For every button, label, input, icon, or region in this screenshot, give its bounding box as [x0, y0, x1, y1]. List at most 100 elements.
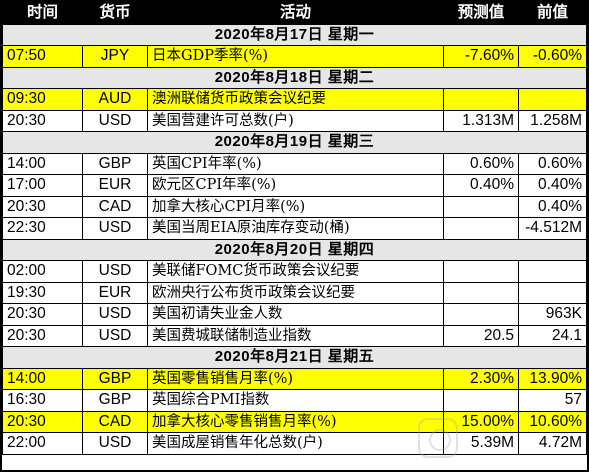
event-previous: -4.512M: [518, 217, 587, 240]
date-row: 2020年8月18日 星期二: [2, 66, 587, 89]
event-forecast: 2.30%: [443, 367, 519, 390]
event-previous: -0.60%: [518, 45, 587, 68]
event-currency: AUD: [82, 88, 148, 111]
event-forecast: [443, 260, 519, 283]
event-name: 美国营建许可总数(户): [147, 109, 444, 132]
event-previous: 963K: [518, 303, 587, 326]
event-currency: USD: [82, 109, 148, 132]
event-name: 英国综合PMI指数: [147, 389, 444, 412]
event-currency: USD: [82, 260, 148, 283]
event-time: 14:00: [2, 152, 83, 175]
date-row: 2020年8月20日 星期四: [2, 238, 587, 261]
event-time: 07:50: [2, 45, 83, 68]
event-forecast: [443, 281, 519, 304]
event-name: 美国成屋销售年化总数(户): [147, 432, 444, 455]
event-currency: GBP: [82, 152, 148, 175]
date-label: 2020年8月21日 星期五: [2, 346, 587, 369]
table-row: 22:00 USD 美国成屋销售年化总数(户) 5.39M 4.72M: [2, 432, 587, 455]
event-previous: [518, 260, 587, 283]
date-label: 2020年8月20日 星期四: [2, 238, 587, 261]
event-forecast: [443, 217, 519, 240]
event-currency: USD: [82, 217, 148, 240]
event-previous: 10.60%: [518, 410, 587, 433]
event-forecast: 1.313M: [443, 109, 519, 132]
event-currency: EUR: [82, 281, 148, 304]
date-label: 2020年8月17日 星期一: [2, 23, 587, 46]
event-name: 日本GDP季率(%): [147, 45, 444, 68]
event-time: 20:30: [2, 410, 83, 433]
event-time: 17:00: [2, 174, 83, 197]
table-row: 07:50 JPY 日本GDP季率(%) -7.60% -0.60%: [2, 45, 587, 68]
event-previous: 1.258M: [518, 109, 587, 132]
event-name: 美国初请失业金人数: [147, 303, 444, 326]
header-currency: 货币: [82, 2, 148, 25]
event-time: 16:30: [2, 389, 83, 412]
table-row: 16:30 GBP 英国综合PMI指数 57: [2, 389, 587, 412]
header-forecast: 预测值: [443, 2, 519, 25]
event-forecast: [443, 195, 519, 218]
event-name: 英国零售销售月率(%): [147, 367, 444, 390]
event-time: 19:30: [2, 281, 83, 304]
event-previous: 57: [518, 389, 587, 412]
event-forecast: 20.5: [443, 324, 519, 347]
table-row: 20:30 USD 美国营建许可总数(户) 1.313M 1.258M: [2, 109, 587, 132]
header-event: 活动: [147, 2, 444, 25]
table-row: 17:00 EUR 欧元区CPI年率(%) 0.40% 0.40%: [2, 174, 587, 197]
event-currency: CAD: [82, 410, 148, 433]
event-time: 02:00: [2, 260, 83, 283]
event-currency: JPY: [82, 45, 148, 68]
event-currency: USD: [82, 324, 148, 347]
event-name: 英国CPI年率(%): [147, 152, 444, 175]
date-row: 2020年8月19日 星期三: [2, 131, 587, 154]
table-row: 22:30 USD 美国当周EIA原油库存变动(桶) -4.512M: [2, 217, 587, 240]
event-forecast: 15.00%: [443, 410, 519, 433]
event-previous: 0.40%: [518, 174, 587, 197]
header-time: 时间: [2, 2, 83, 25]
header-previous: 前值: [518, 2, 587, 25]
event-previous: 0.40%: [518, 195, 587, 218]
date-row: 2020年8月17日 星期一: [2, 23, 587, 46]
event-previous: [518, 88, 587, 111]
event-time: 20:30: [2, 303, 83, 326]
table-row: 02:00 USD 美联储FOMC货币政策会议纪要: [2, 260, 587, 283]
table-row: 20:30 CAD 加拿大核心CPI月率(%) 0.40%: [2, 195, 587, 218]
table-row: 20:30 USD 美国初请失业金人数 963K: [2, 303, 587, 326]
event-name: 加拿大核心CPI月率(%): [147, 195, 444, 218]
header-row: 时间 货币 活动 预测值 前值: [2, 2, 587, 25]
event-forecast: 0.60%: [443, 152, 519, 175]
date-label: 2020年8月19日 星期三: [2, 131, 587, 154]
event-name: 欧元区CPI年率(%): [147, 174, 444, 197]
event-currency: USD: [82, 432, 148, 455]
economic-calendar-table: 时间 货币 活动 预测值 前值 2020年8月17日 星期一 07:50 JPY…: [2, 2, 587, 455]
table-row: 20:30 USD 美国费城联储制造业指数 20.5 24.1: [2, 324, 587, 347]
event-time: 20:30: [2, 195, 83, 218]
event-previous: [518, 281, 587, 304]
table-row: 14:00 GBP 英国零售销售月率(%) 2.30% 13.90%: [2, 367, 587, 390]
event-name: 澳洲联储货币政策会议纪要: [147, 88, 444, 111]
table-row: 20:30 CAD 加拿大核心零售销售月率(%) 15.00% 10.60%: [2, 410, 587, 433]
event-time: 22:30: [2, 217, 83, 240]
event-time: 20:30: [2, 324, 83, 347]
event-name: 美国费城联储制造业指数: [147, 324, 444, 347]
event-currency: CAD: [82, 195, 148, 218]
event-time: 20:30: [2, 109, 83, 132]
event-currency: GBP: [82, 389, 148, 412]
event-time: 22:00: [2, 432, 83, 455]
event-name: 美国当周EIA原油库存变动(桶): [147, 217, 444, 240]
event-previous: 24.1: [518, 324, 587, 347]
event-name: 美联储FOMC货币政策会议纪要: [147, 260, 444, 283]
table-row: 19:30 EUR 欧洲央行公布货币政策会议纪要: [2, 281, 587, 304]
event-previous: 4.72M: [518, 432, 587, 455]
event-time: 14:00: [2, 367, 83, 390]
event-forecast: 5.39M: [443, 432, 519, 455]
event-currency: EUR: [82, 174, 148, 197]
event-forecast: -7.60%: [443, 45, 519, 68]
event-forecast: 0.40%: [443, 174, 519, 197]
date-row: 2020年8月21日 星期五: [2, 346, 587, 369]
event-currency: USD: [82, 303, 148, 326]
table-row: 14:00 GBP 英国CPI年率(%) 0.60% 0.60%: [2, 152, 587, 175]
table-row: 09:30 AUD 澳洲联储货币政策会议纪要: [2, 88, 587, 111]
event-previous: 13.90%: [518, 367, 587, 390]
event-previous: 0.60%: [518, 152, 587, 175]
event-name: 欧洲央行公布货币政策会议纪要: [147, 281, 444, 304]
